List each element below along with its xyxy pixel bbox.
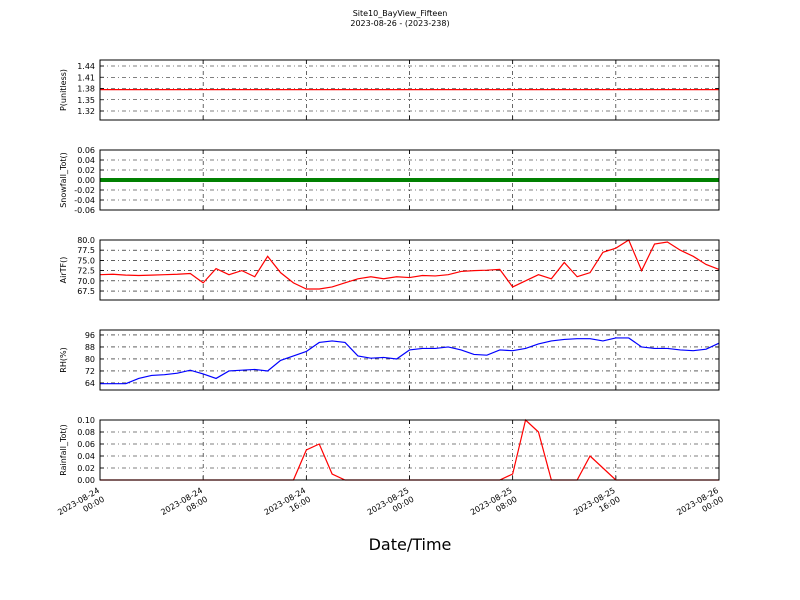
data-line xyxy=(99,239,720,290)
x-tick-label: 2023-08-2516:00 xyxy=(572,486,622,526)
y-tick-label: 67.5 xyxy=(77,287,95,296)
plot-frame xyxy=(99,59,720,121)
x-tick-label: 2023-08-2500:00 xyxy=(366,486,416,526)
y-tick-label: 0.10 xyxy=(77,416,95,425)
y-tick-label: 1.32 xyxy=(77,107,95,116)
chart-title: Site10_BayView_Fifteen xyxy=(353,9,448,18)
y-tick-label: 0.06 xyxy=(77,440,95,449)
y-tick-label: -0.02 xyxy=(74,186,95,195)
y-tick-label: 0.00 xyxy=(77,176,95,185)
y-tick-label: 72 xyxy=(85,367,95,376)
y-axis-label: RH(%) xyxy=(59,347,68,372)
data-line xyxy=(100,337,720,385)
y-tick-label: 88 xyxy=(85,343,95,352)
chart-subtitle: 2023-08-26 - (2023-238) xyxy=(350,19,449,28)
y-tick-label: 80 xyxy=(85,355,95,364)
x-tick-label: 2023-08-2508:00 xyxy=(469,486,519,526)
plot-frame xyxy=(99,149,720,211)
y-axis-label: Rainfall_Tot() xyxy=(59,424,68,476)
plot-frame xyxy=(99,419,720,481)
x-tick-label: 2023-08-2400:00 xyxy=(56,486,106,526)
y-axis-label: P(unitless) xyxy=(59,69,68,111)
plot-frame xyxy=(99,329,720,391)
y-tick-label: 77.5 xyxy=(77,246,95,255)
x-tick-label: 2023-08-2600:00 xyxy=(675,486,725,526)
y-tick-label: 70.0 xyxy=(77,277,95,286)
y-axis-label: AirTF() xyxy=(59,257,68,284)
y-tick-label: 80.0 xyxy=(77,236,95,245)
x-tick-label: 2023-08-2408:00 xyxy=(159,486,209,526)
y-tick-label: 72.5 xyxy=(77,267,95,276)
y-tick-label: 1.41 xyxy=(77,73,95,82)
y-tick-label: 75.0 xyxy=(77,256,95,265)
y-axis-label: Snowfall_Tot() xyxy=(59,152,68,208)
y-tick-label: 96 xyxy=(85,331,95,340)
y-tick-label: -0.06 xyxy=(74,206,95,215)
y-tick-label: 0.04 xyxy=(77,156,95,165)
y-tick-label: -0.04 xyxy=(74,196,95,205)
y-tick-label: 0.00 xyxy=(77,476,95,485)
y-tick-label: 64 xyxy=(85,379,95,388)
y-tick-label: 0.06 xyxy=(77,146,95,155)
y-tick-label: 0.02 xyxy=(77,464,95,473)
y-tick-label: 1.38 xyxy=(77,85,95,94)
x-tick-label: 2023-08-2416:00 xyxy=(263,486,313,526)
y-tick-label: 1.35 xyxy=(77,96,95,105)
plot-frame xyxy=(99,239,720,301)
y-tick-label: 0.08 xyxy=(77,428,95,437)
y-tick-label: 0.04 xyxy=(77,452,95,461)
y-tick-label: 1.44 xyxy=(77,62,95,71)
y-tick-label: 0.02 xyxy=(77,166,95,175)
x-axis-label: Date/Time xyxy=(369,535,452,554)
